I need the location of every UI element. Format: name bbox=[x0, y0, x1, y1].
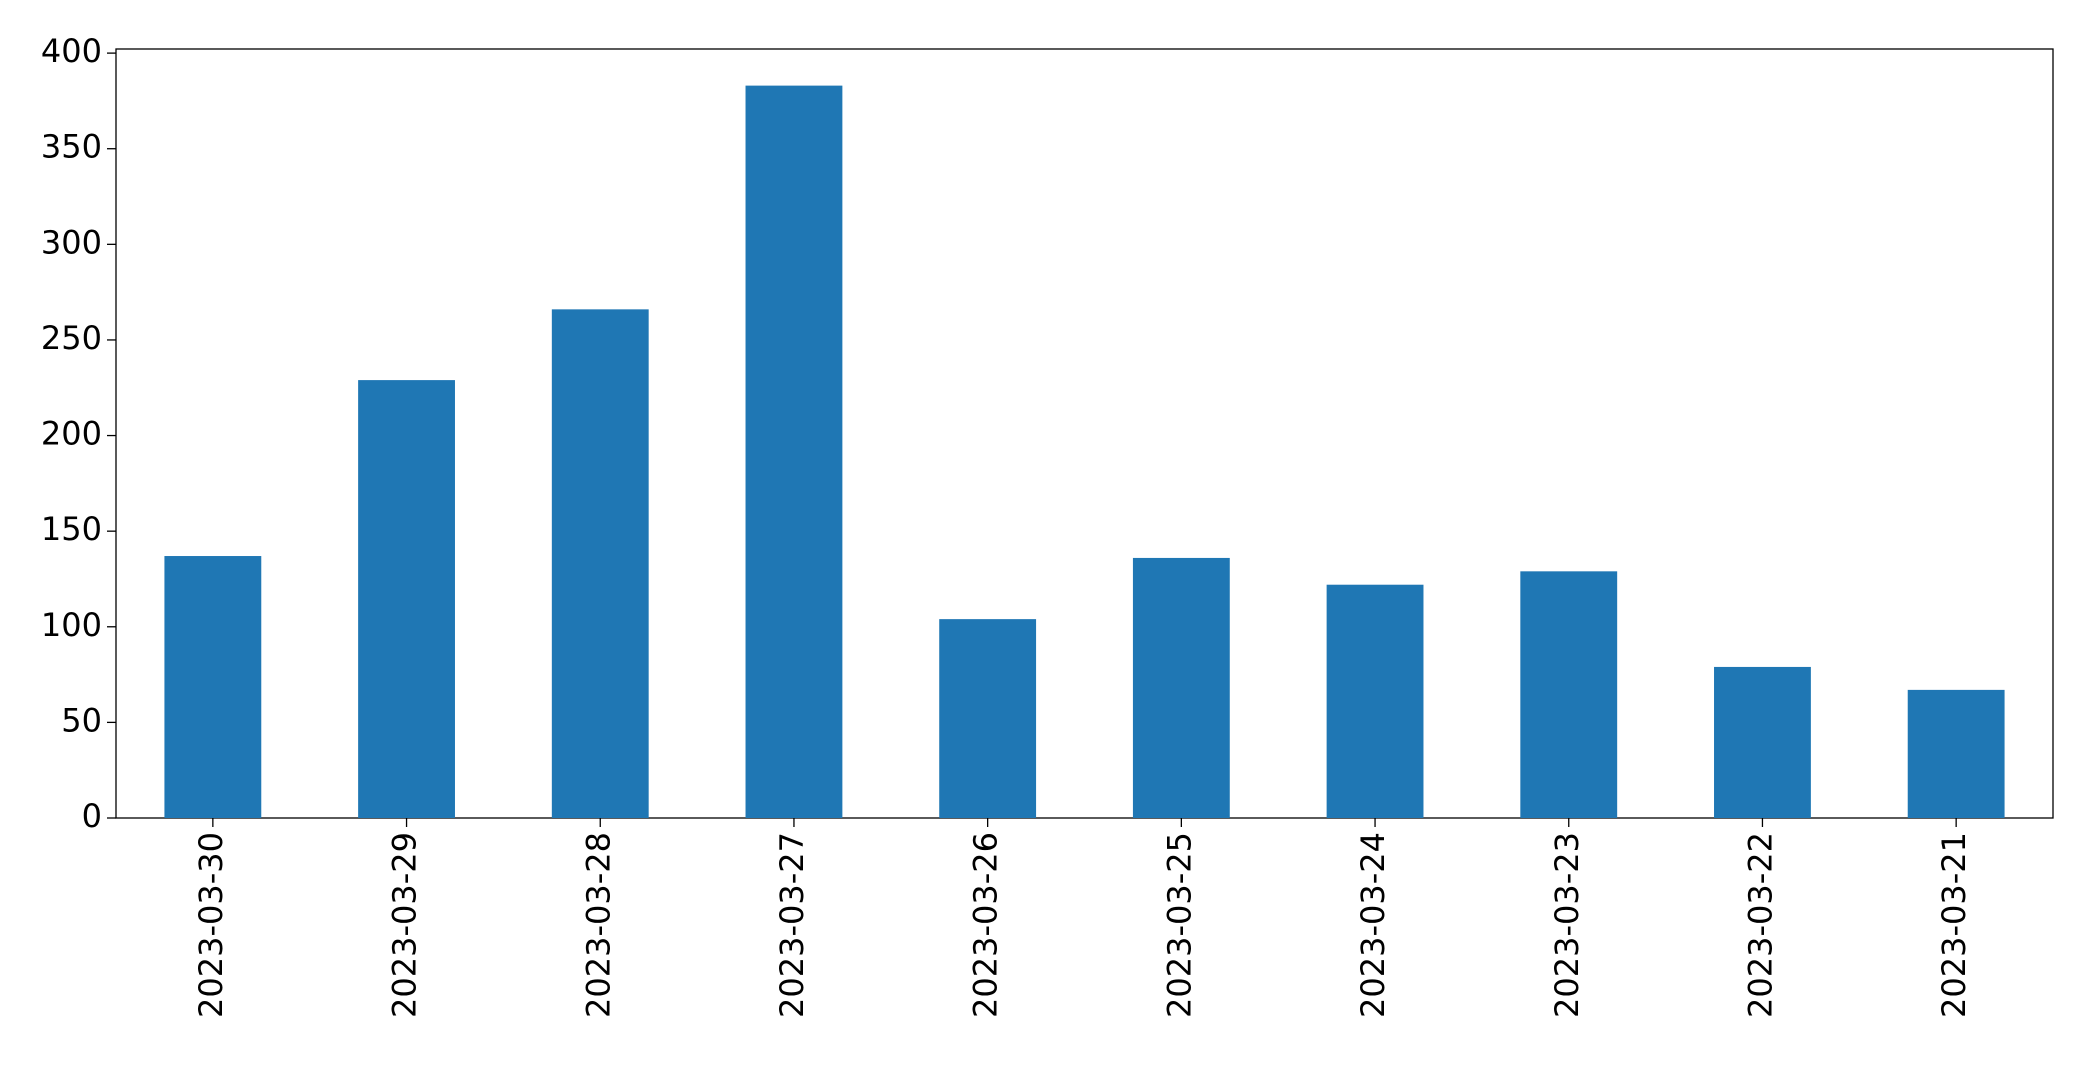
x-tick-label: 2023-03-29 bbox=[386, 832, 424, 1018]
y-tick-label: 350 bbox=[41, 128, 102, 166]
x-tick-label: 2023-03-23 bbox=[1548, 832, 1586, 1018]
y-tick-label: 0 bbox=[82, 797, 102, 835]
bar bbox=[358, 380, 455, 818]
bar bbox=[1714, 666, 1811, 818]
plot-frame bbox=[115, 48, 2054, 819]
bar bbox=[1326, 584, 1424, 818]
bar bbox=[551, 309, 649, 818]
x-tick-label: 2023-03-21 bbox=[1935, 832, 1973, 1018]
x-tick-label: 2023-03-28 bbox=[579, 832, 617, 1018]
bar bbox=[939, 619, 1037, 818]
bar bbox=[164, 556, 262, 818]
x-tick-label: 2023-03-22 bbox=[1741, 832, 1779, 1018]
x-tick-label: 2023-03-25 bbox=[1160, 832, 1198, 1018]
bar bbox=[1132, 557, 1230, 818]
y-tick-label: 150 bbox=[41, 510, 102, 548]
y-tick-label: 100 bbox=[41, 606, 102, 644]
y-tick-label: 250 bbox=[41, 319, 102, 357]
y-tick-label: 200 bbox=[41, 415, 102, 453]
x-tick-label: 2023-03-26 bbox=[967, 832, 1005, 1018]
y-tick-label: 400 bbox=[41, 32, 102, 70]
bar bbox=[1520, 571, 1618, 818]
x-tick-label: 2023-03-27 bbox=[773, 832, 811, 1018]
y-tick-label: 300 bbox=[41, 223, 102, 261]
x-tick-label: 2023-03-24 bbox=[1354, 832, 1392, 1018]
x-tick-label: 2023-03-30 bbox=[192, 832, 230, 1018]
y-tick-label: 50 bbox=[61, 701, 102, 739]
bar bbox=[745, 85, 843, 819]
bar bbox=[1907, 689, 2005, 818]
